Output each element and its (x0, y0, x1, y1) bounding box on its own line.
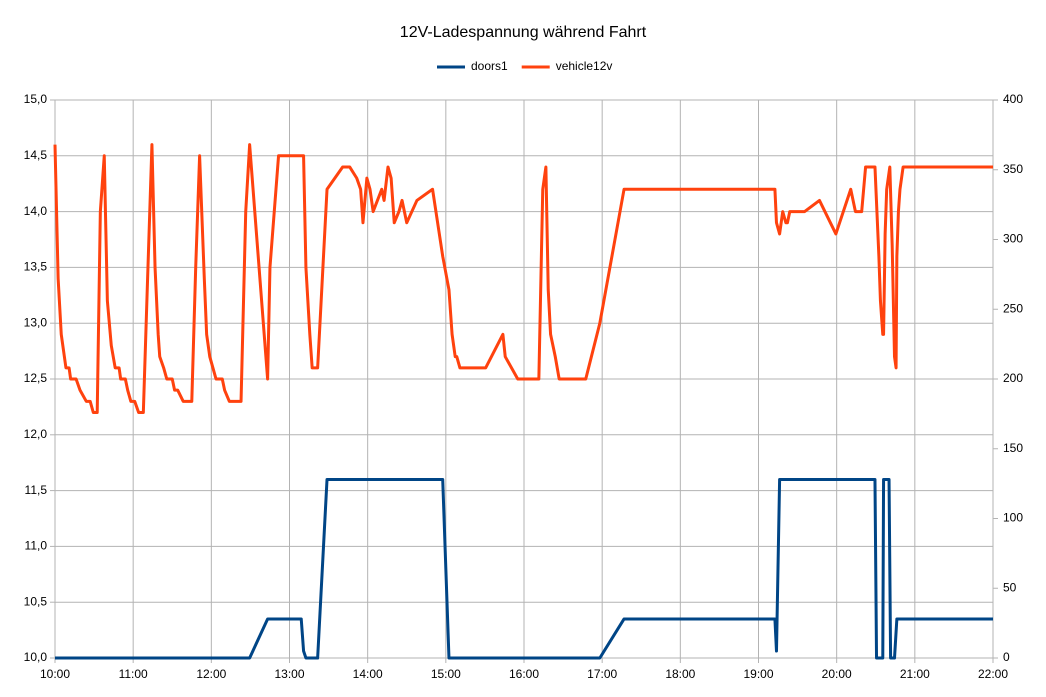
y-tick-label: 13,0 (24, 315, 48, 329)
y2-tick-label: 400 (1003, 92, 1023, 106)
x-tick-label: 22:00 (978, 667, 1008, 681)
y2-tick-label: 250 (1003, 301, 1023, 315)
y2-tick-label: 0 (1003, 650, 1010, 664)
x-tick-label: 16:00 (509, 667, 539, 681)
y2-tick-label: 50 (1003, 580, 1017, 594)
legend-label: doors1 (471, 59, 508, 73)
x-tick-label: 14:00 (353, 667, 383, 681)
y-tick-label: 11,0 (25, 539, 48, 553)
x-tick-label: 18:00 (665, 667, 695, 681)
y2-tick-label: 300 (1003, 232, 1023, 246)
y-tick-label: 12,5 (24, 371, 48, 385)
x-tick-label: 11:00 (119, 667, 148, 681)
y-tick-label: 14,0 (24, 204, 48, 218)
y2-tick-label: 100 (1003, 511, 1023, 525)
series-line (53, 143, 993, 414)
x-tick-label: 21:00 (900, 667, 930, 681)
y2-tick-label: 200 (1003, 371, 1023, 385)
y-tick-label: 10,5 (24, 594, 48, 608)
y-tick-label: 13,5 (24, 260, 48, 274)
x-tick-label: 15:00 (431, 667, 461, 681)
y-tick-label: 11,5 (25, 483, 48, 497)
x-tick-label: 10:00 (40, 667, 70, 681)
legend-label: vehicle12v (556, 59, 613, 73)
x-tick-label: 13:00 (274, 667, 304, 681)
x-tick-label: 20:00 (822, 667, 852, 681)
x-tick-label: 12:00 (196, 667, 226, 681)
chart-title: 12V-Ladespannung während Fahrt (400, 24, 647, 41)
x-tick-label: 17:00 (587, 667, 617, 681)
y2-tick-label: 350 (1003, 162, 1023, 176)
x-tick-label: 19:00 (743, 667, 773, 681)
series-line (55, 477, 993, 660)
y-tick-label: 10,0 (24, 650, 48, 664)
y-tick-label: 14,5 (24, 148, 48, 162)
y-tick-label: 12,0 (24, 427, 48, 441)
y2-tick-label: 150 (1003, 441, 1023, 455)
y-tick-label: 15,0 (24, 92, 48, 106)
